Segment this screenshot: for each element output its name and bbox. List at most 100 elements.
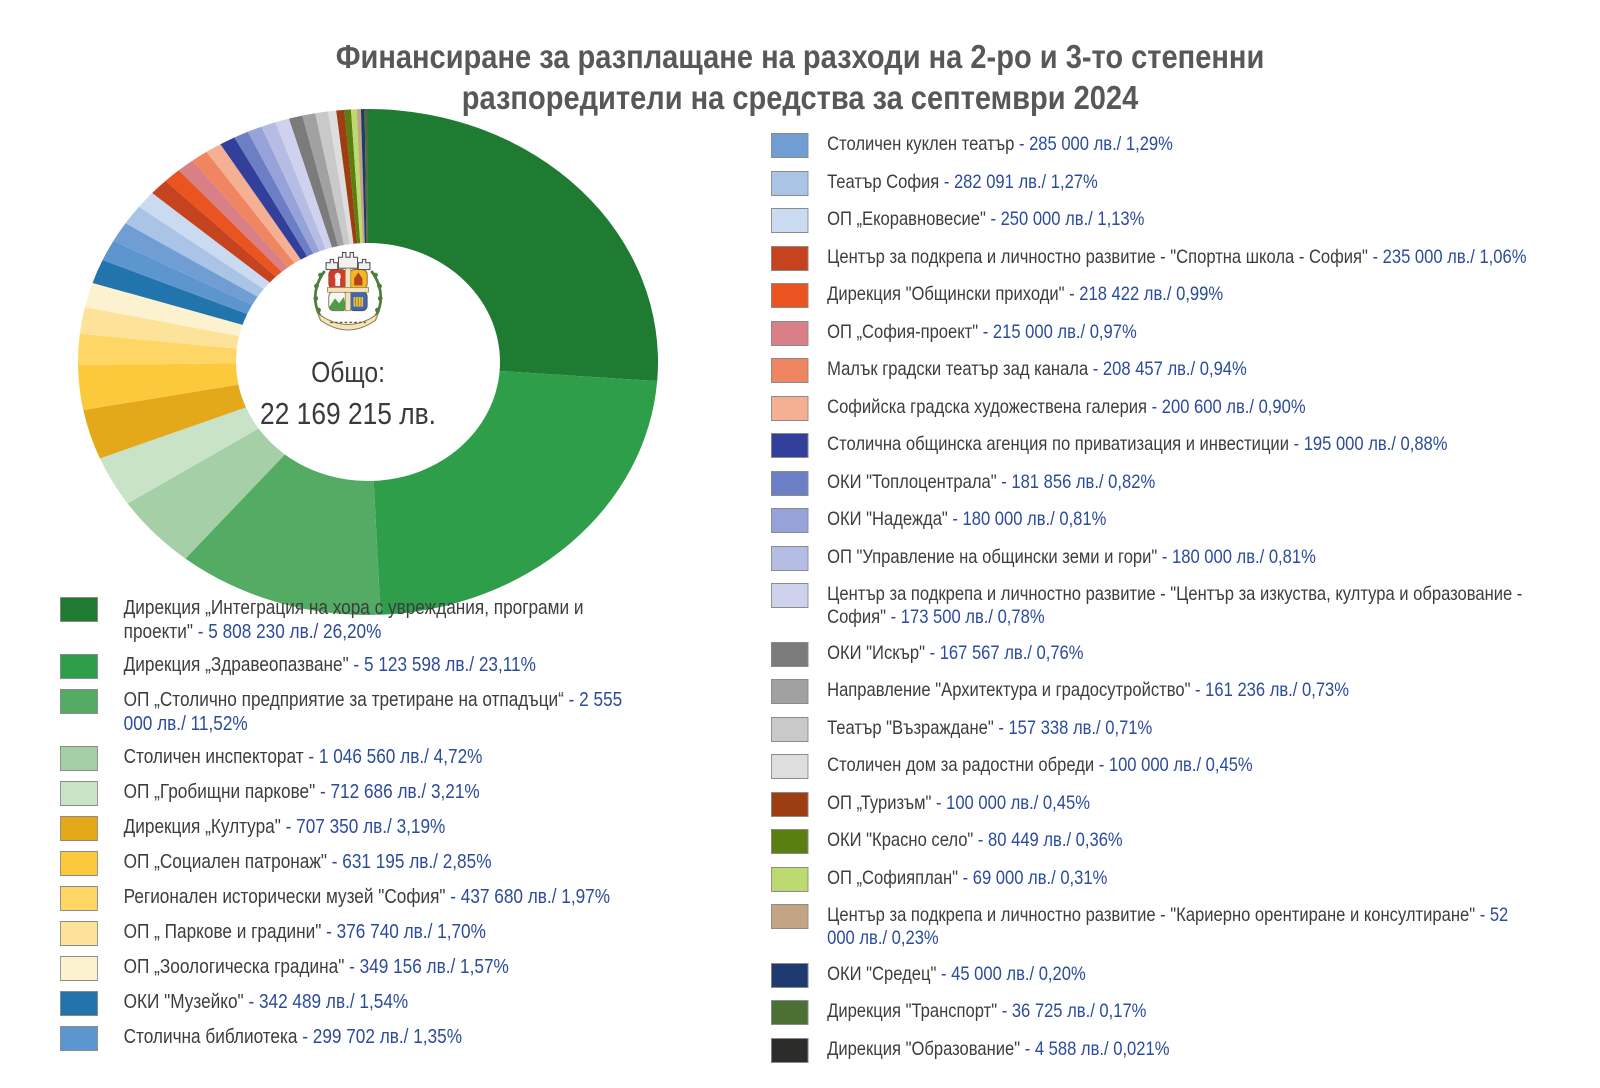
legend-label: Дирекция "Общински приходи" - 218 422 лв…	[827, 283, 1224, 305]
legend-value: - 100 000 лв./ 0,45%	[1098, 754, 1253, 776]
legend-swatch	[60, 654, 98, 680]
legend-label: ОКИ "Надежда" - 180 000 лв./ 0,81%	[827, 508, 1107, 530]
legend-item: ОКИ "Красно село" - 80 449 лв./ 0,36%	[771, 829, 1536, 854]
legend-value: - 180 000 лв./ 0,81%	[952, 508, 1107, 530]
donut-slice-31	[344, 109, 361, 244]
legend-value: - 208 457 лв./ 0,94%	[1092, 358, 1247, 380]
legend-value: - 282 091 лв./ 1,27%	[943, 170, 1098, 193]
legend-label: ОКИ "Красно село" - 80 449 лв./ 0,36%	[827, 829, 1123, 851]
legend-item: ОКИ "Музейко" - 342 489 лв./ 1,54%	[60, 991, 628, 1017]
donut-slice-8	[77, 333, 237, 366]
legend-swatch	[771, 716, 809, 742]
donut-slice-28	[315, 111, 350, 245]
page-title: Финансиране за разплащане на разходи на …	[96, 36, 1504, 119]
legend-label: Център за подкрепа и личностно развитие …	[827, 245, 1527, 268]
legend-item: ОКИ "Искър" - 167 567 лв./ 0,76%	[771, 641, 1536, 667]
legend-swatch	[771, 545, 809, 571]
legend-swatch	[771, 245, 809, 271]
legend-value: - 5 123 598 лв./ 23,11%	[353, 654, 536, 677]
legend-label: ОКИ "Топлоцентрала" - 181 856 лв./ 0,82%	[827, 470, 1156, 493]
legend-item: Театър София - 282 091 лв./ 1,27%	[771, 170, 1536, 196]
legend-swatch	[60, 921, 98, 947]
legend-item: Дирекция "Образование" - 4 588 лв./ 0,02…	[771, 1037, 1536, 1063]
page-title-line1: Финансиране за разплащане на разходи на …	[335, 38, 1265, 76]
legend-label: Дирекция "Образование" - 4 588 лв./ 0,02…	[827, 1037, 1170, 1060]
legend-value: - 181 856 лв./ 0,82%	[1001, 470, 1156, 493]
legend-value: - 285 000 лв./ 1,29%	[1018, 133, 1173, 155]
legend-item: Център за подкрепа и личностно развитие …	[771, 583, 1536, 629]
legend-value: - 2 555 000 лв./ 11,52%	[123, 689, 623, 735]
legend-item: ОП „Гробищни паркове" - 712 686 лв./ 3,2…	[60, 781, 628, 807]
legend-item: ОП „София-проект" - 215 000 лв./ 0,97%	[771, 320, 1536, 346]
legend-swatch	[771, 508, 809, 533]
donut-slice-34	[360, 109, 367, 244]
legend-label: Столичен инспекторат - 1 046 560 лв./ 4,…	[123, 746, 483, 769]
legend-label: ОКИ "Искър" - 167 567 лв./ 0,76%	[827, 641, 1084, 664]
donut-slice-9	[79, 307, 240, 349]
legend-item: Дирекция „Култура" - 707 350 лв./ 3,19%	[60, 816, 628, 842]
legend-label: ОП „Софияплан" - 69 000 лв./ 0,31%	[827, 866, 1108, 889]
legend-label: Столичен дом за радостни обреди - 100 00…	[827, 754, 1253, 776]
legend-label: Столична библиотека - 299 702 лв./ 1,35%	[123, 1026, 462, 1049]
legend-value: - 69 000 лв./ 0,31%	[962, 866, 1108, 889]
donut-slice-15	[139, 193, 270, 289]
legend-value: - 200 600 лв./ 0,90%	[1151, 395, 1306, 418]
donut-slice-3	[185, 454, 381, 615]
legend-item: Софийска градска художествена галерия - …	[771, 395, 1536, 421]
legend-label: ОП „Гробищни паркове" - 712 686 лв./ 3,2…	[123, 781, 480, 804]
legend-swatch	[771, 904, 809, 929]
legend-swatch	[771, 1037, 809, 1063]
legend-swatch	[771, 962, 809, 988]
donut-slice-11	[92, 260, 248, 325]
legend-value: - 167 567 лв./ 0,76%	[929, 641, 1084, 664]
legend-swatch	[60, 689, 98, 715]
legend-value: - 376 740 лв./ 1,70%	[326, 921, 486, 944]
legend-value: - 712 686 лв./ 3,21%	[319, 781, 480, 804]
legend-label: Направление "Архитектура и градосутройст…	[827, 679, 1349, 701]
donut-center: Общо: 22 169 215 лв.	[188, 243, 508, 432]
legend-value: - 342 489 лв./ 1,54%	[248, 991, 409, 1014]
legend-item: Център за подкрепа и личностно развитие …	[771, 245, 1536, 271]
legend-label: Театър "Възраждане" - 157 338 лв./ 0,71%	[827, 716, 1153, 739]
legend-item: Дирекция "Общински приходи" - 218 422 лв…	[771, 283, 1536, 308]
legend-swatch	[771, 208, 809, 233]
legend-item: Столичен дом за радостни обреди - 100 00…	[771, 754, 1536, 779]
legend-swatch	[771, 320, 809, 346]
legend-swatch	[771, 641, 809, 667]
legend-item: ОП „Туризъм" - 100 000 лв./ 0,45%	[771, 791, 1536, 817]
legend-label: Дирекция "Транспорт" - 36 725 лв./ 0,17%	[827, 1000, 1147, 1022]
legend-swatch	[771, 470, 809, 496]
legend-label: Център за подкрепа и личностно развитие …	[827, 583, 1523, 628]
legend-value: - 157 338 лв./ 0,71%	[998, 716, 1153, 739]
legend-value: - 349 156 лв./ 1,57%	[349, 956, 509, 979]
legend-label: Център за подкрепа и личностно развитие …	[827, 904, 1509, 949]
legend-swatch	[771, 1000, 809, 1025]
sofia-coat-of-arms-icon	[313, 251, 383, 331]
total-label: Общо:	[311, 357, 385, 389]
legend-swatch	[771, 679, 809, 704]
donut-slice-17	[165, 170, 282, 277]
legend-label: ОП „Зоологическа градина" - 349 156 лв./…	[123, 956, 509, 979]
legend-swatch	[60, 851, 98, 877]
legend-value: - 52 000 лв./ 0,23%	[827, 904, 1509, 949]
donut-slice-18	[178, 160, 289, 272]
legend-swatch	[771, 754, 809, 779]
donut-slice-16	[152, 180, 276, 283]
donut-slice-10	[84, 282, 243, 337]
donut-slice-2	[373, 370, 658, 615]
donut-slice-5	[99, 407, 259, 504]
legend-label: Дирекция „Интеграция на хора с увреждани…	[123, 597, 584, 643]
legend-label: ОП „ Паркове и градини" - 376 740 лв./ 1…	[123, 921, 486, 944]
legend-swatch	[771, 791, 809, 817]
legend-item: Столичен куклен театър - 285 000 лв./ 1,…	[771, 133, 1536, 158]
legend-swatch	[60, 781, 98, 807]
legend-swatch	[771, 133, 809, 158]
donut-slice-20	[206, 144, 301, 264]
donut-slice-30	[336, 109, 358, 244]
legend-value: - 437 680 лв./ 1,97%	[450, 886, 611, 909]
donut-slice-35	[364, 109, 368, 244]
legend-value: - 707 350 лв./ 3,19%	[285, 816, 446, 839]
legend-value: - 161 236 лв./ 0,73%	[1195, 679, 1349, 701]
legend-value: - 36 725 лв./ 0,17%	[1001, 1000, 1147, 1022]
legend-item: Столична общинска агенция по приватизаци…	[771, 433, 1536, 458]
